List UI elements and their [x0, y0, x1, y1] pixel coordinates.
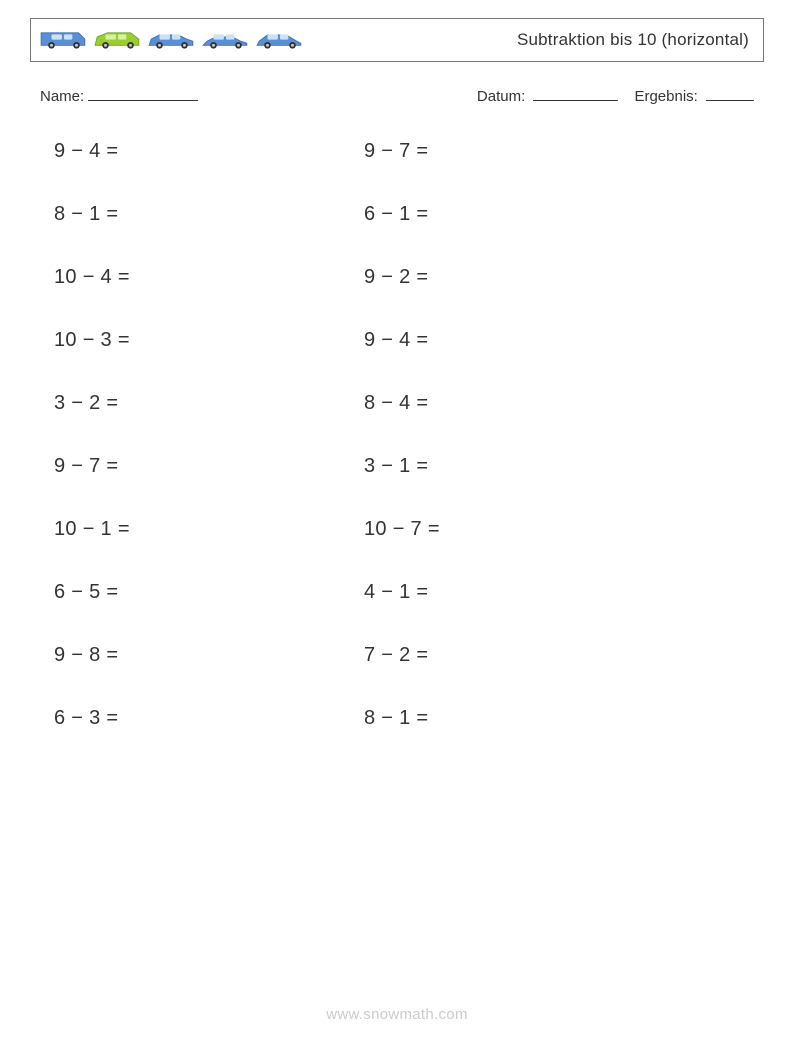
problem-cell: 7 − 2 = — [364, 644, 754, 667]
problem-cell: 9 − 7 = — [364, 140, 754, 163]
problem-cell: 10 − 3 = — [54, 329, 364, 352]
car-icons-row — [39, 26, 305, 55]
problem-cell: 9 − 4 = — [54, 140, 364, 163]
result-blank[interactable] — [706, 86, 754, 101]
worksheet-page: Subtraktion bis 10 (horizontal) Name: Da… — [0, 0, 794, 1053]
car-icon — [201, 26, 251, 55]
problem-cell: 4 − 1 = — [364, 581, 754, 604]
date-blank[interactable] — [533, 86, 618, 101]
car-icon — [93, 26, 143, 55]
problem-cell: 6 − 5 = — [54, 581, 364, 604]
car-icon — [255, 26, 305, 55]
car-icon — [39, 26, 89, 55]
meta-name: Name: — [40, 86, 198, 105]
problem-cell: 6 − 1 = — [364, 203, 754, 226]
meta-date: Datum: — [477, 86, 619, 105]
problem-cell: 3 − 1 = — [364, 455, 754, 478]
result-label: Ergebnis: — [634, 88, 697, 105]
problem-cell: 9 − 7 = — [54, 455, 364, 478]
problem-cell: 3 − 2 = — [54, 392, 364, 415]
problem-cell: 6 − 3 = — [54, 707, 364, 730]
meta-row: Name: Datum: Ergebnis: — [40, 86, 754, 105]
problem-cell: 9 − 2 = — [364, 266, 754, 289]
meta-right: Datum: Ergebnis: — [477, 86, 754, 105]
problem-cell: 8 − 1 = — [364, 707, 754, 730]
name-label: Name: — [40, 88, 84, 105]
problem-cell: 10 − 1 = — [54, 518, 364, 541]
meta-result: Ergebnis: — [634, 86, 754, 105]
problem-cell: 8 − 1 = — [54, 203, 364, 226]
problem-cell: 10 − 4 = — [54, 266, 364, 289]
problem-cell: 10 − 7 = — [364, 518, 754, 541]
name-blank[interactable] — [88, 86, 198, 101]
problems-grid: 9 − 4 =9 − 7 =8 − 1 =6 − 1 =10 − 4 =9 − … — [54, 140, 754, 730]
car-icon — [147, 26, 197, 55]
header-box: Subtraktion bis 10 (horizontal) — [30, 18, 764, 62]
watermark: www.snowmath.com — [0, 1006, 794, 1023]
date-label: Datum: — [477, 88, 525, 105]
problem-cell: 9 − 8 = — [54, 644, 364, 667]
problem-cell: 9 − 4 = — [364, 329, 754, 352]
problem-cell: 8 − 4 = — [364, 392, 754, 415]
worksheet-title: Subtraktion bis 10 (horizontal) — [517, 30, 749, 50]
